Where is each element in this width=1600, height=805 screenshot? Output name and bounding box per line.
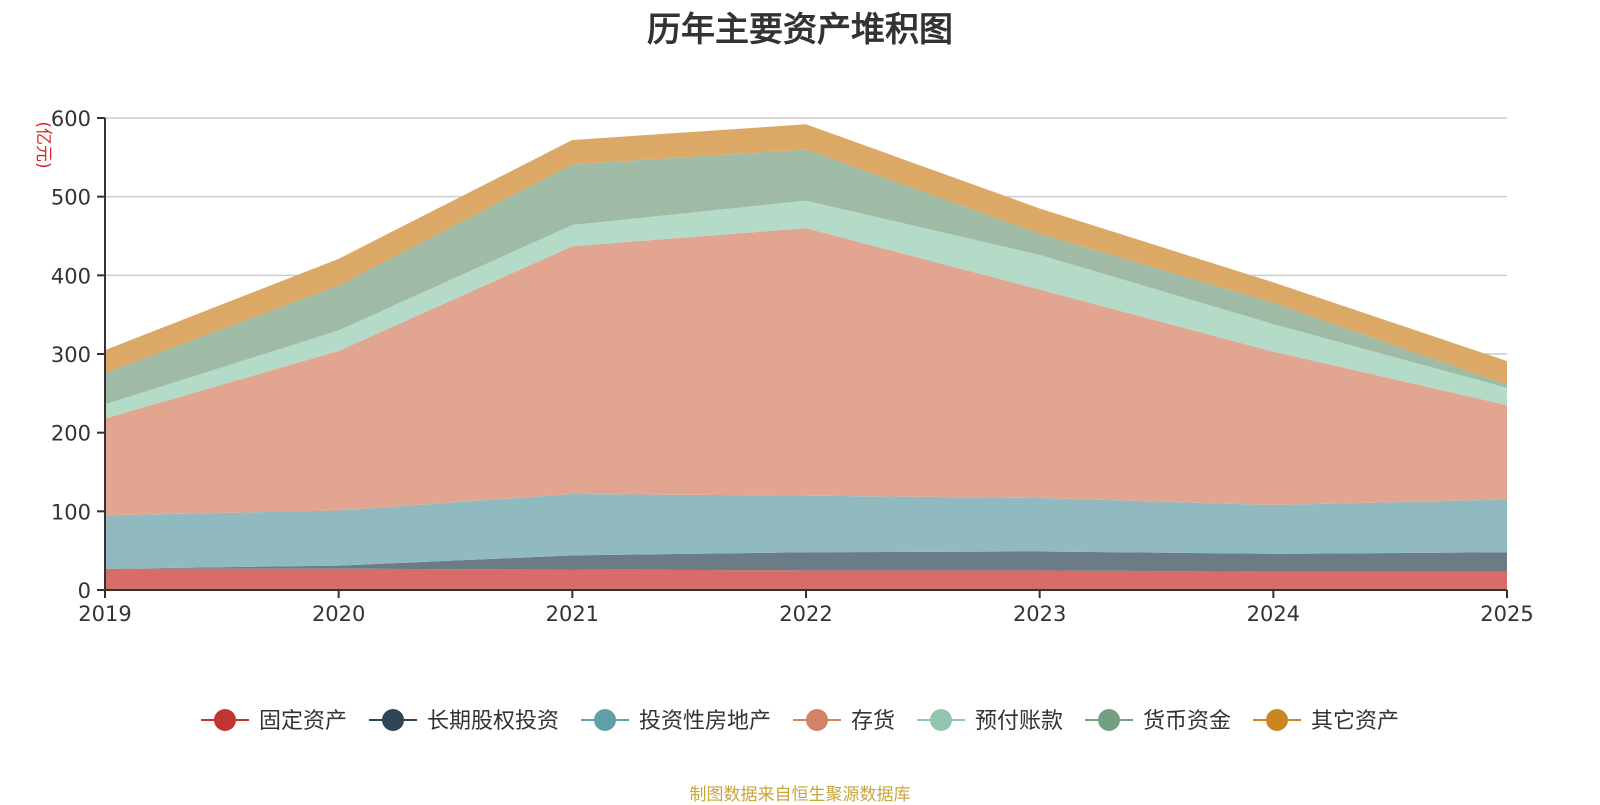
area-投资性房地产 bbox=[105, 494, 1507, 569]
area-固定资产 bbox=[105, 568, 1507, 590]
area-series bbox=[105, 124, 1507, 590]
y-unit-label: (亿元) bbox=[33, 121, 53, 168]
legend-label: 存货 bbox=[851, 709, 895, 734]
y-tick-label: 100 bbox=[51, 500, 91, 524]
legend-label: 长期股权投资 bbox=[427, 709, 559, 734]
legend-label: 预付账款 bbox=[975, 709, 1063, 734]
legend-label: 投资性房地产 bbox=[639, 709, 771, 734]
legend-item[interactable]: 投资性房地产 bbox=[580, 709, 771, 734]
x-tick-label: 2020 bbox=[312, 602, 365, 626]
legend-item[interactable]: 预付账款 bbox=[917, 709, 1063, 734]
area-预付账款 bbox=[105, 200, 1507, 419]
x-ticks: 2019 2020 2021 2022 2023 2024 2025 bbox=[78, 590, 1534, 626]
legend-label: 其它资产 bbox=[1311, 709, 1399, 734]
y-tick-label: 600 bbox=[51, 107, 91, 131]
legend-marker bbox=[806, 709, 829, 731]
legend-label: 固定资产 bbox=[259, 709, 347, 734]
x-tick-label: 2021 bbox=[546, 602, 599, 626]
area-存货 bbox=[105, 228, 1507, 516]
x-tick-label: 2023 bbox=[1013, 602, 1066, 626]
legend-item[interactable]: 货币资金 bbox=[1085, 709, 1231, 734]
y-tick-label: 400 bbox=[51, 264, 91, 288]
source-note: 制图数据来自恒生聚源数据库 bbox=[689, 785, 911, 805]
area-货币资金 bbox=[105, 149, 1507, 405]
x-tick-label: 2024 bbox=[1247, 602, 1300, 626]
y-tick-label: 0 bbox=[78, 579, 91, 603]
y-tick-label: 200 bbox=[51, 422, 91, 446]
y-ticks: 0 100 200 300 400 500 600 bbox=[51, 107, 105, 603]
legend-marker bbox=[213, 709, 236, 731]
y-tick-label: 500 bbox=[51, 186, 91, 210]
legend: 固定资产 长期股权投资 投资性房地产 存货 预付账款 货币资金 其它资产 bbox=[200, 709, 1399, 734]
legend-marker bbox=[381, 709, 404, 731]
legend-marker bbox=[593, 709, 616, 731]
legend-item[interactable]: 其它资产 bbox=[1253, 709, 1399, 734]
area-其它资产 bbox=[105, 124, 1507, 385]
x-tick-label: 2019 bbox=[78, 602, 131, 626]
legend-item[interactable]: 长期股权投资 bbox=[368, 709, 559, 734]
legend-marker bbox=[1266, 709, 1289, 731]
legend-item[interactable]: 固定资产 bbox=[200, 709, 347, 734]
chart-title: 历年主要资产堆积图 bbox=[647, 10, 953, 50]
y-tick-label: 300 bbox=[51, 343, 91, 367]
legend-marker bbox=[930, 709, 953, 731]
area-长期股权投资 bbox=[105, 551, 1507, 572]
x-tick-label: 2025 bbox=[1480, 602, 1533, 626]
legend-item[interactable]: 存货 bbox=[793, 709, 895, 734]
legend-marker bbox=[1098, 709, 1121, 731]
legend-label: 货币资金 bbox=[1143, 709, 1231, 734]
x-tick-label: 2022 bbox=[779, 602, 832, 626]
